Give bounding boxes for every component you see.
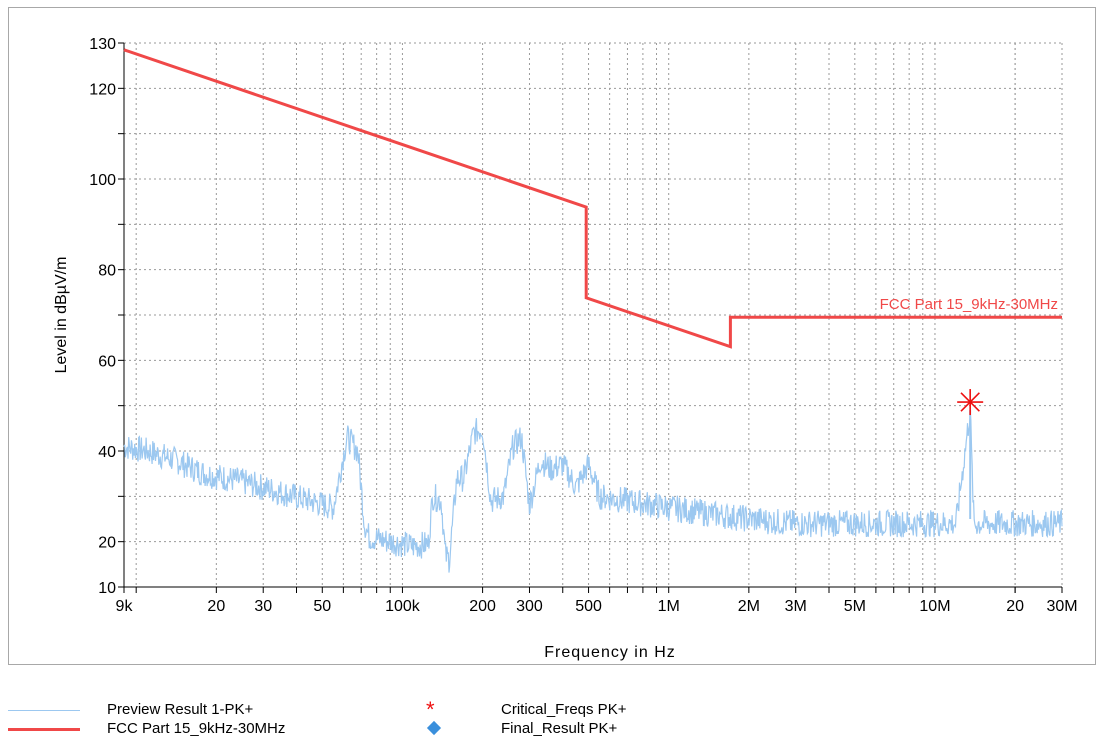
x-tick-label: 100k (385, 598, 421, 615)
y-tick-label: 10 (98, 580, 116, 597)
x-tick-label: 30 (254, 598, 272, 615)
x-tick-label: 9k (116, 598, 134, 615)
limit-line (123, 48, 1062, 349)
legend-label: FCC Part 15_9kHz-30MHz (107, 720, 286, 737)
grid-lines (123, 42, 1063, 587)
legend-item-fcc-limit: FCC Part 15_9kHz-30MHz (8, 720, 428, 738)
x-tick-label: 10M (919, 598, 950, 615)
y-tick-label: 40 (98, 444, 116, 461)
y-tick-label: 80 (98, 263, 116, 280)
x-tick-labels: 9k 20 30 50 100k 200 300 500 1M 2M 3M 5M 10M 20 30M (116, 598, 1078, 615)
critical-freq-marker (957, 389, 984, 416)
x-tick-label: 3M (785, 598, 807, 615)
y-tick-label: 20 (98, 535, 116, 552)
x-tick-label: 2M (738, 598, 760, 615)
legend-label: Critical_Freqs PK+ (501, 701, 627, 718)
y-tick-labels: 10 20 40 60 80 100 120 130 (89, 36, 116, 597)
series-group (123, 48, 1063, 573)
y-axis-label: Level in dBµV/m (53, 257, 70, 374)
x-tick-label: 30M (1046, 598, 1077, 615)
legend-label: Preview Result 1-PK+ (107, 701, 254, 718)
x-tick-label: 1M (658, 598, 680, 615)
x-tick-label: 5M (844, 598, 866, 615)
limit-line-annotation: FCC Part 15_9kHz-30MHz (880, 296, 1058, 313)
chart-frame (8, 7, 1096, 665)
y-tick-label: 100 (89, 172, 116, 189)
x-tick-label: 20 (207, 598, 225, 615)
legend-line-icon (8, 728, 80, 731)
x-tick-label: 500 (575, 598, 602, 615)
x-axis-label: Frequency in Hz (544, 644, 676, 661)
preview-trace (123, 413, 1063, 573)
asterisk-icon: * (426, 697, 435, 722)
emission-chart: 9k 20 30 50 100k 200 300 500 1M 2M 3M 5M 10M 20 30M 10… (53, 36, 1078, 661)
diamond-icon (426, 720, 442, 736)
star-stroke (960, 392, 980, 412)
legend-item-preview: Preview Result 1-PK+ (8, 701, 428, 719)
legend-item-critical-freqs: * Critical_Freqs PK+ (420, 697, 840, 722)
marker-group (957, 389, 984, 416)
x-tick-label: 50 (313, 598, 331, 615)
y-tick-label: 130 (89, 36, 116, 53)
y-tick-label: 60 (98, 353, 116, 370)
x-tick-label: 300 (516, 598, 543, 615)
legend-line-icon (8, 710, 80, 711)
y-tick-label: 120 (89, 81, 116, 98)
x-tick-label: 200 (469, 598, 496, 615)
x-tick-label: 20 (1006, 598, 1024, 615)
legend-label: Final_Result PK+ (501, 720, 618, 737)
legend-item-final-result: Final_Result PK+ (420, 720, 840, 738)
tick-marks (118, 42, 1063, 593)
